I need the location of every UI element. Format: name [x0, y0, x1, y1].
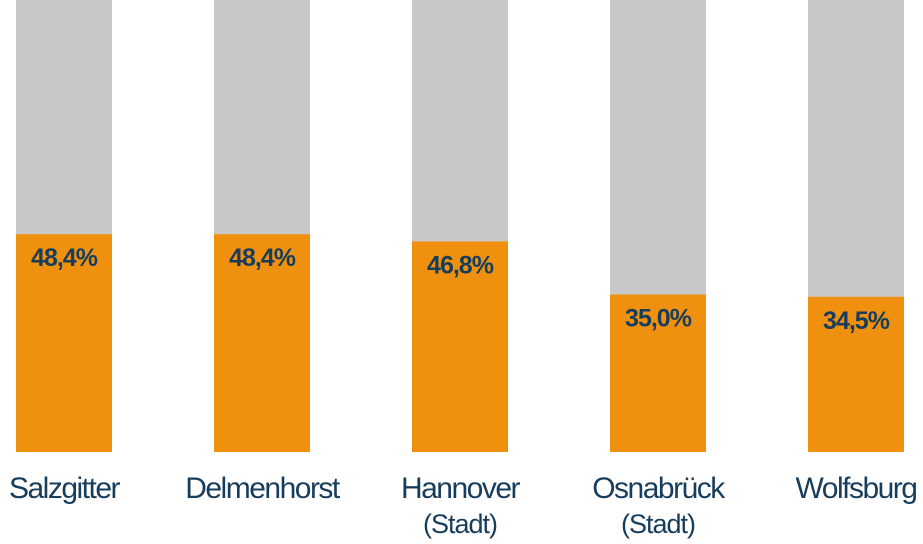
category-label: Hannover [401, 472, 521, 505]
category-label: Salzgitter [9, 472, 121, 505]
data-label: 34,5% [823, 307, 890, 335]
bar [808, 296, 904, 452]
bar [610, 294, 706, 452]
category-sublabel: (Stadt) [423, 509, 497, 539]
bar [214, 234, 310, 452]
data-label: 48,4% [31, 244, 98, 272]
data-label: 48,4% [229, 244, 296, 272]
data-label: 46,8% [427, 251, 494, 279]
bar [412, 241, 508, 452]
category-label: Delmenhorst [185, 472, 341, 505]
bar [16, 234, 112, 452]
category-sublabel: (Stadt) [621, 509, 695, 539]
category-label: Wolfsburg [795, 472, 916, 505]
data-label: 35,0% [625, 305, 692, 333]
category-label: Osnabrück [592, 472, 726, 505]
